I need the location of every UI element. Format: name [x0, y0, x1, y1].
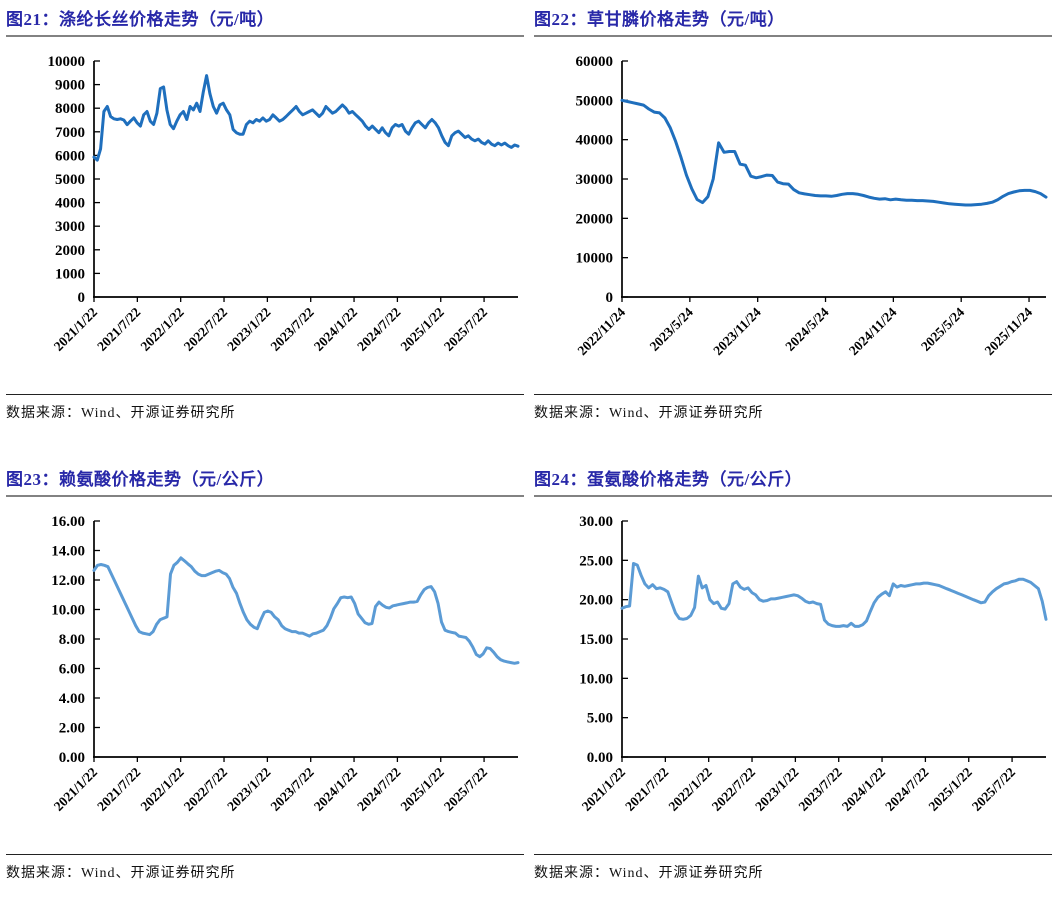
- polyester-filament-price-line-chart: 0 1000 2000 3000 4000 5000 6000 7000 8000 9000 100…: [48, 54, 520, 354]
- svg-text:5.00: 5.00: [587, 711, 613, 727]
- svg-text:2024/7/22: 2024/7/22: [354, 764, 403, 813]
- svg-text:2024/5/24: 2024/5/24: [782, 304, 831, 353]
- svg-text:2025/7/22: 2025/7/22: [441, 764, 490, 813]
- figure-21-chart-area: 0 1000 2000 3000 4000 5000 6000 7000 8000 9000 100…: [6, 51, 524, 389]
- figure-21: 图21：涤纶长丝价格走势（元/吨） 0 1000 2000 3000 4000 5000 6…: [6, 8, 524, 422]
- svg-text:60000: 60000: [576, 54, 614, 70]
- svg-text:0.00: 0.00: [59, 750, 85, 766]
- svg-text:2021/1/22: 2021/1/22: [579, 764, 628, 813]
- svg-text:10.00: 10.00: [579, 671, 613, 687]
- svg-text:8000: 8000: [55, 101, 85, 117]
- svg-text:2024/1/22: 2024/1/22: [311, 304, 360, 353]
- svg-text:5000: 5000: [55, 172, 85, 188]
- svg-text:2024/11/24: 2024/11/24: [846, 304, 900, 358]
- svg-text:2024/7/22: 2024/7/22: [882, 764, 931, 813]
- figure-21-source-note: 数据来源：Wind、开源证券研究所: [6, 394, 524, 422]
- figure-22-chart-area: 0 10000 20000 30000 40000 50000 60000 2022/11/2…: [534, 51, 1052, 389]
- svg-text:2022/7/22: 2022/7/22: [181, 764, 230, 813]
- svg-text:2022/7/22: 2022/7/22: [181, 304, 230, 353]
- svg-text:2024/7/22: 2024/7/22: [354, 304, 403, 353]
- figure-23: 图23：赖氨酸价格走势（元/公斤） 0.00 2.00 4.00 6.00 8.00 10…: [6, 468, 524, 882]
- figure-23-title: 图23：赖氨酸价格走势（元/公斤）: [6, 468, 524, 497]
- svg-text:2025/5/24: 2025/5/24: [918, 304, 967, 353]
- figure-22-source-note: 数据来源：Wind、开源证券研究所: [534, 394, 1052, 422]
- svg-text:2023/1/22: 2023/1/22: [224, 764, 273, 813]
- svg-text:6.00: 6.00: [59, 662, 85, 678]
- svg-text:2025/1/22: 2025/1/22: [398, 304, 447, 353]
- svg-text:3000: 3000: [55, 219, 85, 235]
- svg-text:30.00: 30.00: [579, 514, 613, 530]
- svg-text:2021/7/22: 2021/7/22: [622, 764, 671, 813]
- svg-text:2023/1/22: 2023/1/22: [752, 764, 801, 813]
- svg-text:40000: 40000: [576, 133, 614, 149]
- svg-text:1000: 1000: [55, 266, 85, 282]
- svg-text:10.00: 10.00: [51, 603, 85, 619]
- methionine-price-line-chart: 0.00 5.00 10.00 15.00 20.00 25.00 30.00 2021/1/…: [579, 514, 1048, 814]
- svg-text:2021/7/22: 2021/7/22: [94, 304, 143, 353]
- svg-text:25.00: 25.00: [579, 553, 613, 569]
- svg-text:4000: 4000: [55, 196, 85, 212]
- svg-text:2025/7/22: 2025/7/22: [969, 764, 1018, 813]
- svg-text:2023/11/24: 2023/11/24: [710, 304, 764, 358]
- svg-text:2025/1/22: 2025/1/22: [398, 764, 447, 813]
- svg-text:14.00: 14.00: [51, 544, 85, 560]
- figure-24-source-note: 数据来源：Wind、开源证券研究所: [534, 854, 1052, 882]
- svg-text:0: 0: [78, 290, 86, 306]
- glyphosate-price-line-chart: 0 10000 20000 30000 40000 50000 60000 2022/11/2…: [575, 54, 1048, 358]
- svg-text:20.00: 20.00: [579, 593, 613, 609]
- svg-text:0.00: 0.00: [587, 750, 613, 766]
- svg-text:2025/7/22: 2025/7/22: [441, 304, 490, 353]
- figure-22: 图22：草甘膦价格走势（元/吨） 0 10000 20000 30000 40000 50…: [534, 8, 1052, 422]
- svg-text:2022/1/22: 2022/1/22: [665, 764, 714, 813]
- svg-text:2023/1/22: 2023/1/22: [224, 304, 273, 353]
- svg-text:2.00: 2.00: [59, 721, 85, 737]
- svg-text:12.00: 12.00: [51, 573, 85, 589]
- svg-text:50000: 50000: [576, 93, 614, 109]
- svg-text:9000: 9000: [55, 78, 85, 94]
- svg-text:2022/1/22: 2022/1/22: [137, 304, 186, 353]
- svg-text:0: 0: [606, 290, 614, 306]
- svg-text:2021/1/22: 2021/1/22: [51, 304, 100, 353]
- svg-text:10000: 10000: [576, 251, 614, 267]
- svg-text:7000: 7000: [55, 125, 85, 141]
- svg-text:2000: 2000: [55, 243, 85, 259]
- svg-text:10000: 10000: [48, 54, 86, 70]
- svg-text:2024/1/22: 2024/1/22: [839, 764, 888, 813]
- lysine-price-line-chart: 0.00 2.00 4.00 6.00 8.00 10.00 12.00 14.00 16.00…: [51, 514, 520, 814]
- svg-text:6000: 6000: [55, 148, 85, 164]
- figure-24: 图24：蛋氨酸价格走势（元/公斤） 0.00 5.00 10.00 15.00 20.0…: [534, 468, 1052, 882]
- svg-text:2023/5/24: 2023/5/24: [647, 304, 696, 353]
- svg-text:2022/11/24: 2022/11/24: [575, 304, 629, 358]
- svg-text:2021/1/22: 2021/1/22: [51, 764, 100, 813]
- figure-24-title: 图24：蛋氨酸价格走势（元/公斤）: [534, 468, 1052, 497]
- figure-23-chart-area: 0.00 2.00 4.00 6.00 8.00 10.00 12.00 14.00 16.00…: [6, 511, 524, 849]
- svg-text:2023/7/22: 2023/7/22: [268, 764, 317, 813]
- svg-text:2022/1/22: 2022/1/22: [137, 764, 186, 813]
- figure-21-title: 图21：涤纶长丝价格走势（元/吨）: [6, 8, 524, 37]
- svg-text:4.00: 4.00: [59, 691, 85, 707]
- svg-text:8.00: 8.00: [59, 632, 85, 648]
- svg-text:2022/7/22: 2022/7/22: [709, 764, 758, 813]
- figure-22-title: 图22：草甘膦价格走势（元/吨）: [534, 8, 1052, 37]
- svg-text:2024/1/22: 2024/1/22: [311, 764, 360, 813]
- figure-24-chart-area: 0.00 5.00 10.00 15.00 20.00 25.00 30.00 2021/1/…: [534, 511, 1052, 849]
- svg-text:2023/7/22: 2023/7/22: [268, 304, 317, 353]
- svg-text:2023/7/22: 2023/7/22: [796, 764, 845, 813]
- svg-text:2025/1/22: 2025/1/22: [926, 764, 975, 813]
- svg-text:2025/11/24: 2025/11/24: [982, 304, 1036, 358]
- svg-text:15.00: 15.00: [579, 632, 613, 648]
- svg-text:2021/7/22: 2021/7/22: [94, 764, 143, 813]
- svg-text:20000: 20000: [576, 211, 614, 227]
- figure-23-source-note: 数据来源：Wind、开源证券研究所: [6, 854, 524, 882]
- svg-text:30000: 30000: [576, 172, 614, 188]
- svg-text:16.00: 16.00: [51, 514, 85, 530]
